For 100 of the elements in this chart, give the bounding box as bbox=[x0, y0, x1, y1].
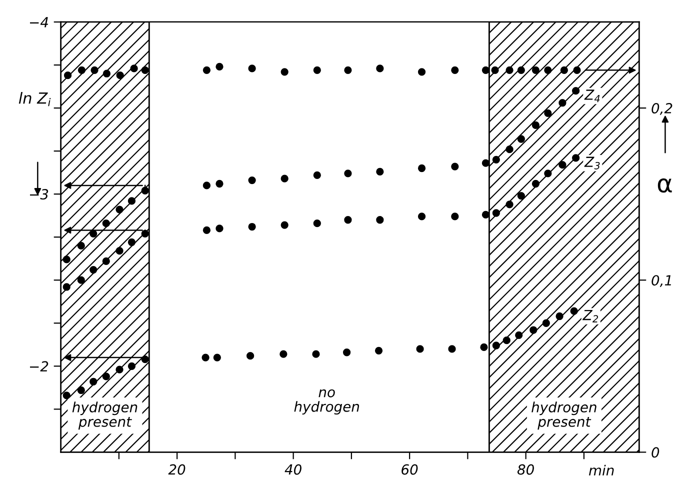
point bbox=[62, 283, 70, 291]
point bbox=[376, 64, 384, 72]
point bbox=[544, 170, 552, 178]
x-tick-label: 60 bbox=[402, 464, 418, 475]
series-label: Z$_{3}$ bbox=[584, 156, 600, 170]
y2-tick-label: 0 bbox=[652, 447, 660, 458]
point bbox=[280, 68, 288, 76]
point bbox=[313, 171, 321, 179]
point bbox=[62, 256, 70, 264]
point bbox=[202, 226, 211, 234]
point bbox=[90, 66, 98, 74]
point bbox=[202, 66, 211, 74]
point bbox=[246, 352, 254, 360]
point bbox=[506, 66, 514, 74]
x-tick-label: 40 bbox=[284, 464, 302, 475]
series-label: Z$_{4}$ bbox=[584, 90, 600, 102]
point bbox=[280, 221, 288, 229]
point bbox=[570, 307, 578, 315]
point bbox=[313, 220, 321, 228]
point bbox=[280, 350, 288, 358]
point bbox=[480, 343, 488, 352]
point bbox=[558, 99, 566, 107]
point bbox=[116, 247, 124, 255]
point bbox=[90, 266, 98, 274]
point bbox=[374, 346, 383, 354]
y2-tick-label: 0,1 bbox=[652, 275, 671, 287]
point bbox=[492, 209, 500, 217]
point bbox=[62, 392, 70, 400]
point bbox=[141, 355, 149, 364]
point bbox=[506, 146, 514, 154]
point bbox=[376, 168, 384, 176]
point bbox=[130, 64, 138, 72]
y-tick-label: −3 bbox=[30, 189, 48, 200]
y2-axis-title: α bbox=[658, 178, 672, 193]
point bbox=[492, 156, 500, 164]
point bbox=[216, 62, 224, 71]
point bbox=[532, 121, 540, 130]
point bbox=[418, 68, 426, 76]
point bbox=[202, 182, 211, 190]
annotation: no hydrogen bbox=[294, 389, 360, 415]
point bbox=[313, 66, 321, 74]
point bbox=[280, 174, 288, 182]
point bbox=[344, 170, 352, 178]
point bbox=[506, 200, 514, 208]
point bbox=[216, 224, 224, 232]
point bbox=[451, 212, 459, 220]
point bbox=[448, 345, 456, 353]
point bbox=[517, 192, 525, 200]
y2-tick-label: 0,2 bbox=[652, 102, 672, 115]
point bbox=[542, 319, 550, 327]
point bbox=[116, 366, 124, 374]
point bbox=[491, 66, 499, 74]
point bbox=[556, 312, 564, 320]
point bbox=[376, 216, 384, 224]
point bbox=[77, 242, 85, 250]
point bbox=[558, 160, 566, 169]
point bbox=[418, 212, 426, 220]
point bbox=[451, 66, 459, 74]
point bbox=[216, 180, 224, 188]
point bbox=[416, 345, 424, 353]
point bbox=[64, 72, 72, 80]
point bbox=[78, 66, 86, 74]
point bbox=[141, 66, 149, 74]
point bbox=[77, 276, 85, 284]
point bbox=[544, 109, 552, 118]
band-label: hydrogen present bbox=[72, 402, 138, 430]
point bbox=[248, 176, 256, 184]
point bbox=[515, 331, 523, 339]
point bbox=[492, 342, 500, 350]
point bbox=[344, 216, 352, 224]
point bbox=[451, 162, 459, 170]
band-label: hydrogen present bbox=[532, 402, 596, 430]
point bbox=[544, 66, 552, 74]
point bbox=[530, 326, 538, 334]
point bbox=[418, 164, 426, 172]
point bbox=[248, 222, 256, 231]
point bbox=[77, 386, 85, 394]
point bbox=[248, 64, 256, 72]
point bbox=[90, 378, 98, 386]
point bbox=[90, 230, 98, 238]
point bbox=[102, 220, 110, 228]
point bbox=[517, 66, 525, 74]
x-tick-label: 80 bbox=[517, 464, 534, 475]
point bbox=[532, 180, 540, 188]
point bbox=[342, 348, 351, 356]
point bbox=[202, 354, 210, 362]
point bbox=[312, 350, 320, 358]
x-axis-title: min bbox=[588, 464, 614, 476]
point bbox=[116, 206, 124, 214]
point bbox=[102, 372, 110, 380]
point bbox=[344, 66, 352, 74]
point bbox=[572, 87, 580, 95]
point bbox=[102, 70, 111, 78]
point bbox=[128, 197, 136, 205]
point bbox=[517, 135, 525, 143]
point bbox=[560, 66, 568, 74]
point bbox=[128, 238, 136, 246]
point bbox=[532, 66, 540, 74]
series-label: Z$_{2}$ bbox=[582, 310, 598, 322]
y-tick-label: −2 bbox=[30, 361, 48, 372]
